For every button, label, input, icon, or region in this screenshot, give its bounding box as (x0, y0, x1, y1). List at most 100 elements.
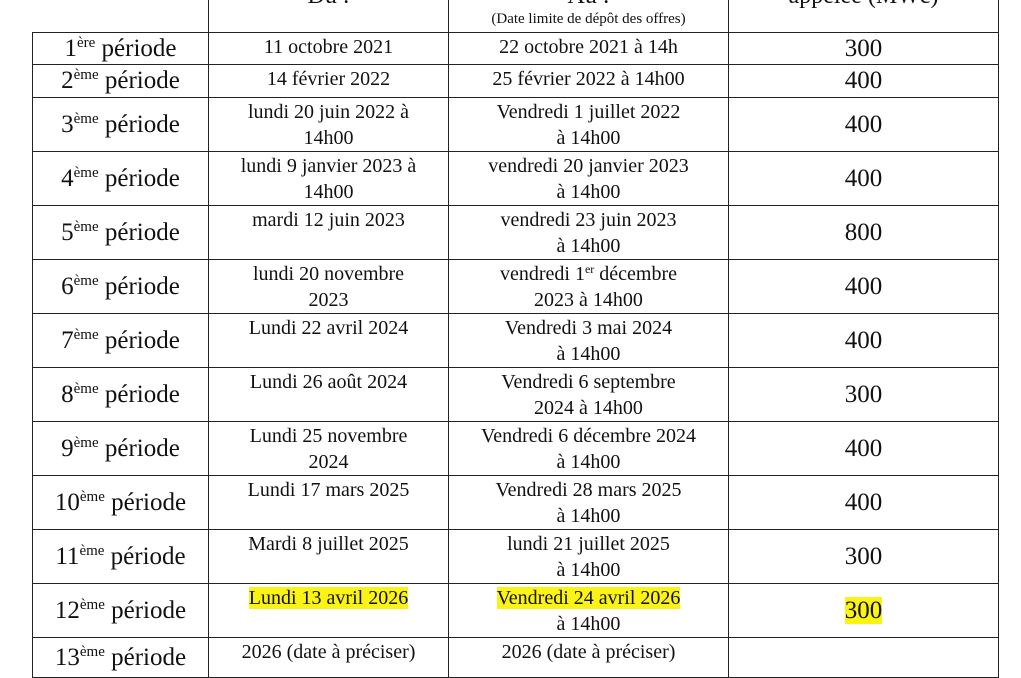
period-au-line: à 14h00 (556, 127, 621, 149)
period-au-cell: Vendredi 24 avril 2026 à 14h00 (448, 583, 729, 638)
period-au-cell: Vendredi 3 mai 2024 à 14h00 (448, 313, 729, 368)
period-au-line: à 14h00 (556, 505, 621, 527)
period-au-line: vendredi 1er décembre (499, 262, 678, 285)
period-du-line: lundi 9 janvier 2023 à (240, 155, 417, 177)
period-label: 7ème période (32, 313, 209, 368)
period-label: 3ème période (32, 97, 209, 152)
period-au-line: Vendredi 6 septembre (501, 371, 676, 393)
header-period-cell (32, 0, 209, 33)
header-power: appelée (MWc) (729, 0, 998, 9)
period-du-cell: lundi 20 novembre 2023 (208, 259, 449, 314)
table-row: 9ème période Lundi 25 novembre 2024 Vendred… (32, 421, 999, 476)
table-row: 13ème période 2026 (date à préciser) 2026 … (32, 637, 999, 678)
table-row: 12ème période Lundi 13 avril 2026 Vendredi… (32, 583, 999, 638)
period-label: 5ème période (32, 205, 209, 260)
table-row: 1ère période 11 octobre 2021 22 octobre 20… (32, 32, 999, 65)
period-label: 6ème période (32, 259, 209, 314)
called-power-value: 400 (728, 64, 999, 98)
period-du-cell: Mardi 8 juillet 2025 (208, 529, 449, 584)
period-label: 8ème période (32, 367, 209, 422)
period-du-cell: mardi 12 juin 2023 (208, 205, 449, 260)
called-power-value: 400 (728, 259, 999, 314)
called-power-value: 400 (728, 97, 999, 152)
period-du-cell: 11 octobre 2021 (208, 32, 449, 65)
period-au-cell: 25 février 2022 à 14h00 (448, 64, 729, 98)
table-row: 11ème période Mardi 8 juillet 2025 lundi 2… (32, 529, 999, 584)
period-au-line: à 14h00 (556, 181, 621, 203)
called-power-value: 300 (728, 367, 999, 422)
table-row: 6ème période lundi 20 novembre 2023 vendred… (32, 259, 999, 314)
period-du-line: 14 février 2022 (266, 68, 391, 90)
called-power-value: 400 (728, 151, 999, 206)
called-power-value: 300 (728, 529, 999, 584)
period-au-line: à 14h00 (556, 343, 621, 365)
period-au-cell: 22 octobre 2021 à 14h (448, 32, 729, 65)
period-du-cell: 2026 (date à préciser) (208, 637, 449, 678)
period-au-line: 22 octobre 2021 à 14h (499, 36, 678, 58)
header-power-cell: appelée (MWc) (728, 0, 999, 33)
period-label: 12ème période (32, 583, 209, 638)
period-au-line: à 14h00 (556, 235, 621, 257)
header-au: Au : (449, 0, 728, 9)
period-au-line: à 14h00 (556, 451, 621, 473)
period-au-line: 2024 à 14h00 (534, 397, 643, 419)
header-du: Du : (209, 0, 448, 9)
table-row: 7ème période Lundi 22 avril 2024 Vendredi … (32, 313, 999, 368)
period-label: 1ère période (32, 32, 209, 65)
period-du-line: lundi 20 juin 2022 à (247, 101, 410, 123)
period-au-line: Vendredi 3 mai 2024 (504, 317, 673, 339)
header-row: Du : Au : (Date limite de dépôt des offre… (32, 0, 999, 33)
period-au-line: Vendredi 28 mars 2025 (495, 479, 682, 501)
table-row: 4ème période lundi 9 janvier 2023 à 14h00 v… (32, 151, 999, 206)
period-du-line: Lundi 17 mars 2025 (247, 479, 410, 501)
table-row: 5ème période mardi 12 juin 2023 vendredi 2… (32, 205, 999, 260)
period-au-line: vendredi 23 juin 2023 (500, 209, 677, 231)
period-au-line: 2023 à 14h00 (534, 289, 643, 311)
period-au-line: 2026 (date à préciser) (501, 641, 676, 663)
period-au-cell: vendredi 1er décembre 2023 à 14h00 (448, 259, 729, 314)
period-du-line: mardi 12 juin 2023 (252, 209, 405, 231)
period-du-cell: Lundi 22 avril 2024 (208, 313, 449, 368)
called-power-value: 400 (728, 475, 999, 530)
header-au-sub: (Date limite de dépôt des offres) (491, 11, 686, 27)
tender-periods-table: Du : Au : (Date limite de dépôt des offre… (32, 0, 999, 678)
period-au-cell: Vendredi 28 mars 2025 à 14h00 (448, 475, 729, 530)
period-du-line: Lundi 22 avril 2024 (248, 317, 409, 339)
called-power-value: 400 (728, 313, 999, 368)
period-du-cell: Lundi 26 août 2024 (208, 367, 449, 422)
period-du-line: 2023 (308, 289, 349, 311)
header-du-cell: Du : (208, 0, 449, 33)
table-row: 3ème période lundi 20 juin 2022 à 14h00 Ven… (32, 97, 999, 152)
period-du-line: 2026 (date à préciser) (241, 641, 416, 663)
period-label: 13ème période (32, 637, 209, 678)
period-au-cell: 2026 (date à préciser) (448, 637, 729, 678)
period-label: 9ème période (32, 421, 209, 476)
period-au-line: Vendredi 6 décembre 2024 (481, 425, 696, 447)
period-au-line: à 14h00 (556, 559, 621, 581)
period-du-line: 14h00 (303, 127, 354, 149)
period-au-cell: vendredi 20 janvier 2023 à 14h00 (448, 151, 729, 206)
table-row: 2ème période 14 février 2022 25 février 20… (32, 64, 999, 98)
period-du-line: Lundi 25 novembre (249, 425, 408, 447)
period-du-line: Mardi 8 juillet 2025 (248, 533, 409, 555)
called-power-value: 300 (728, 583, 999, 638)
period-du-line: 2024 (308, 451, 349, 473)
called-power-value: 800 (728, 205, 999, 260)
header-au-cell: Au : (Date limite de dépôt des offres) (448, 0, 729, 33)
period-au-cell: Vendredi 6 décembre 2024 à 14h00 (448, 421, 729, 476)
table-row: 10ème période Lundi 17 mars 2025 Vendredi … (32, 475, 999, 530)
period-label: 4ème période (32, 151, 209, 206)
called-power-value: 400 (728, 421, 999, 476)
period-du-cell: Lundi 17 mars 2025 (208, 475, 449, 530)
period-au-cell: Vendredi 1 juillet 2022 à 14h00 (448, 97, 729, 152)
period-au-line: 25 février 2022 à 14h00 (492, 68, 685, 90)
period-du-cell: 14 février 2022 (208, 64, 449, 98)
period-du-line: Lundi 13 avril 2026 (248, 587, 409, 609)
period-label: 10ème période (32, 475, 209, 530)
period-au-line: lundi 21 juillet 2025 (507, 533, 670, 555)
period-au-cell: lundi 21 juillet 2025 à 14h00 (448, 529, 729, 584)
period-au-line: Vendredi 1 juillet 2022 (496, 101, 681, 123)
called-power-value (728, 637, 999, 678)
period-label: 2ème période (32, 64, 209, 98)
period-du-line: 14h00 (303, 181, 354, 203)
